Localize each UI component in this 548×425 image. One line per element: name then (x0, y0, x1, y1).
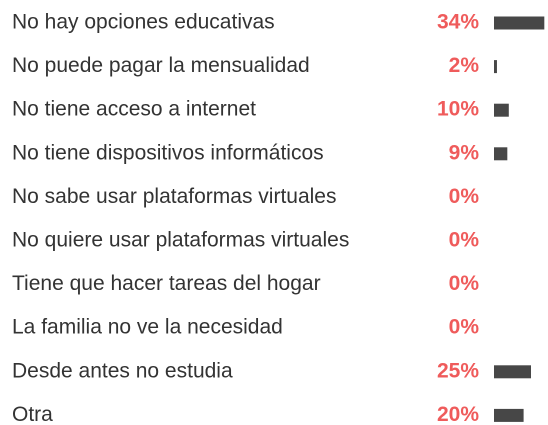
category-label: No hay opciones educativas (12, 11, 275, 34)
category-label: Otra (12, 403, 53, 425)
category-label: No quiere usar plataformas virtuales (12, 229, 349, 252)
value-label: 25% (437, 359, 479, 382)
bar (494, 147, 508, 161)
bar (494, 103, 509, 117)
bar (494, 16, 545, 30)
value-label: 0% (449, 229, 480, 252)
category-label: La familia no ve la necesidad (12, 316, 283, 339)
value-label: 10% (437, 98, 479, 121)
category-label: Tiene que hacer tareas del hogar (12, 272, 321, 295)
bar (494, 60, 497, 74)
category-label: No tiene acceso a internet (12, 98, 256, 121)
value-label: 0% (449, 272, 480, 295)
category-label: No sabe usar plataformas virtuales (12, 185, 337, 208)
category-label: Desde antes no estudia (12, 359, 233, 382)
bar (494, 365, 531, 379)
value-label: 2% (449, 54, 480, 77)
category-label: No puede pagar la mensualidad (12, 54, 310, 77)
value-label: 9% (449, 141, 480, 164)
value-label: 34% (437, 11, 479, 34)
value-label: 20% (437, 403, 479, 425)
value-label: 0% (449, 185, 480, 208)
bar (494, 408, 524, 422)
value-label: 0% (449, 316, 480, 339)
category-label: No tiene dispositivos informáticos (12, 141, 324, 164)
